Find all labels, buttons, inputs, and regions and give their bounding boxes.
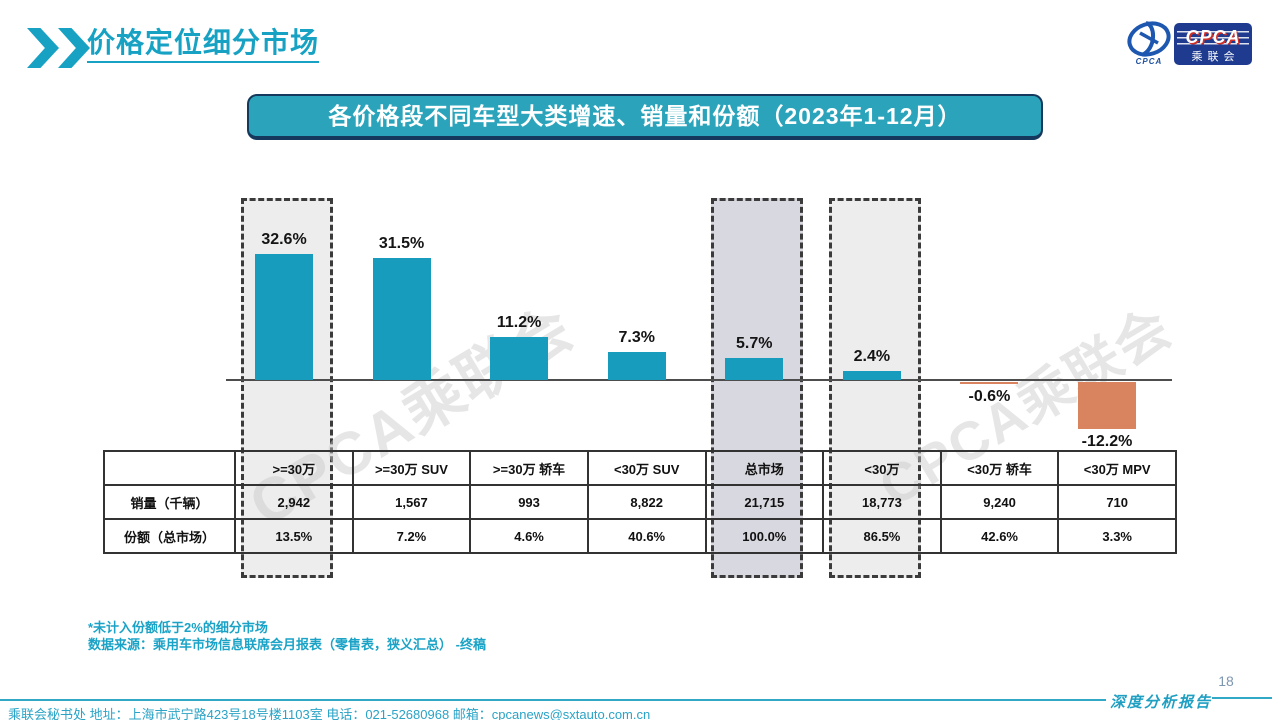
- growth-value-label: -12.2%: [1081, 433, 1133, 451]
- share-value-cell: 86.5%: [822, 518, 942, 554]
- growth-bar: [607, 351, 666, 380]
- table-column-header: >=30万 轿车: [469, 450, 589, 486]
- data-table: >=30万 >=30万 SUV >=30万 轿车 <30万 SUV 总市场 <30万 <30…: [103, 450, 1177, 554]
- footer-contact: 乘联会秘书处 地址：上海市武宁路423号18号楼1103室 电话：021-526…: [8, 707, 651, 720]
- row-header-share: 份额（总市场）: [103, 518, 236, 554]
- share-value-cell: 13.5%: [234, 518, 354, 554]
- page-title: 价格定位细分市场: [87, 26, 320, 63]
- footnotes: *未计入份额低于2%的细分市场 数据来源：乘用车市场信息联席会月报表（零售表，狭…: [88, 619, 486, 653]
- sales-value-cell: 18,773: [822, 484, 942, 520]
- growth-value-label: 7.3%: [618, 328, 655, 346]
- row-header-sales: 销量（千辆）: [103, 484, 236, 520]
- sales-value-cell: 21,715: [704, 484, 825, 520]
- x-axis-line: [226, 379, 1172, 381]
- sales-value-cell: 9,240: [939, 484, 1060, 520]
- sales-value-cell: 2,942: [234, 484, 354, 520]
- footnote-line2: 数据来源：乘用车市场信息联席会月报表（零售表，狭义汇总） -终稿: [88, 637, 486, 652]
- page-number: 18: [1218, 673, 1234, 689]
- chart-title-banner: 各价格段不同车型大类增速、销量和份额（2023年1-12月）: [247, 94, 1043, 140]
- share-value-cell: 4.6%: [469, 518, 589, 554]
- growth-bar: [1077, 382, 1136, 430]
- sales-value-cell: 1,567: [351, 484, 472, 520]
- growth-value-label: 31.5%: [378, 234, 425, 252]
- share-value-cell: 100.0%: [704, 518, 825, 554]
- growth-bar: [372, 257, 431, 380]
- table-column-header: 总市场: [704, 450, 825, 486]
- growth-bar: [490, 336, 549, 380]
- table-column-header: >=30万: [234, 450, 354, 486]
- table-column-header: <30万: [822, 450, 942, 486]
- cpca-logo: CPCA 乘联会: [1174, 23, 1252, 65]
- sales-value-cell: 710: [1057, 484, 1177, 520]
- growth-bar: [255, 253, 313, 380]
- sales-value-cell: 8,822: [586, 484, 707, 520]
- table-column-header: <30万 轿车: [939, 450, 1060, 486]
- table-corner-cell: [103, 450, 236, 486]
- growth-bar: [960, 382, 1019, 385]
- share-value-cell: 42.6%: [939, 518, 1060, 554]
- growth-value-label: -0.6%: [968, 388, 1011, 406]
- cpca-emblem-label: CPCA: [1135, 57, 1163, 66]
- share-value-cell: 40.6%: [586, 518, 707, 554]
- cpca-emblem-icon: [1127, 21, 1171, 57]
- footer-divider-right: [1212, 697, 1272, 699]
- report-type-label: 深度分析报告: [1110, 693, 1213, 711]
- share-value-cell: 3.3%: [1057, 518, 1177, 554]
- growth-value-label: 11.2%: [496, 313, 542, 331]
- table-column-header: <30万 SUV: [586, 450, 707, 486]
- cpca-logo-subtitle: 乘联会: [1191, 51, 1240, 63]
- growth-value-label: 5.7%: [736, 334, 773, 352]
- growth-value-label: 32.6%: [261, 230, 307, 248]
- growth-bar: [842, 370, 901, 380]
- growth-bar: [725, 357, 784, 380]
- share-value-cell: 7.2%: [351, 518, 472, 554]
- table-column-header: <30万 MPV: [1057, 450, 1177, 486]
- cpca-logo-title: CPCA: [1185, 27, 1241, 47]
- footnote-line1: *未计入份额低于2%的细分市场: [88, 620, 268, 635]
- sales-value-cell: 993: [469, 484, 589, 520]
- table-column-header: >=30万 SUV: [351, 450, 472, 486]
- footer-divider: [0, 699, 1106, 701]
- growth-value-label: 2.4%: [853, 347, 891, 365]
